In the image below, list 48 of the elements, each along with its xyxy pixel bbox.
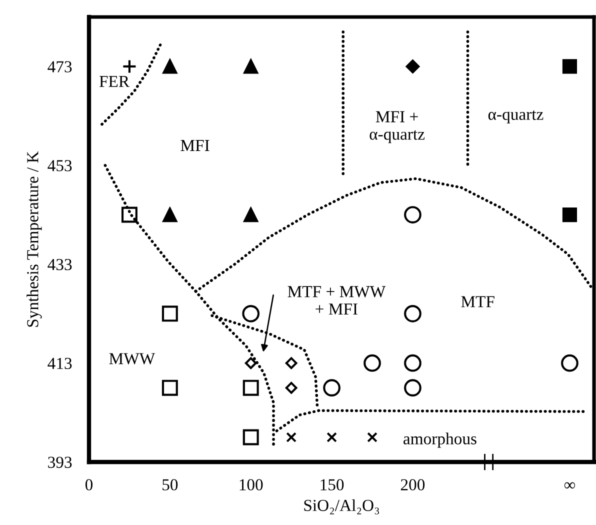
point bbox=[162, 59, 178, 74]
point bbox=[121, 206, 138, 223]
y-tick-label: 433 bbox=[48, 258, 72, 270]
point bbox=[367, 432, 378, 442]
point bbox=[244, 59, 258, 74]
point bbox=[242, 304, 260, 322]
point bbox=[404, 379, 422, 397]
point bbox=[242, 380, 259, 396]
point bbox=[562, 207, 578, 222]
annotation: MFI bbox=[180, 140, 210, 151]
y-tick-label: 413 bbox=[48, 358, 72, 370]
point bbox=[244, 357, 257, 370]
point bbox=[162, 207, 178, 222]
point bbox=[242, 429, 259, 446]
annotation: FER bbox=[99, 76, 130, 87]
point bbox=[285, 357, 298, 370]
point bbox=[162, 380, 178, 396]
y-tick-label: 473 bbox=[48, 61, 72, 72]
y-tick-label: 453 bbox=[48, 160, 72, 172]
annotation: MWW bbox=[109, 353, 156, 364]
x-tick-label: 50 bbox=[162, 479, 178, 490]
annotation: α-quartz bbox=[488, 110, 544, 124]
annotation: MTF + MWW + MFI bbox=[288, 286, 386, 315]
point bbox=[326, 432, 337, 442]
annotation: MTF bbox=[461, 296, 494, 308]
point bbox=[285, 382, 298, 394]
y-axis-title: Synthesis Temperature / K bbox=[26, 151, 42, 327]
x-tick-label: 100 bbox=[240, 479, 263, 490]
x-axis-title: SiO₂/Al₂O₃ bbox=[304, 499, 380, 514]
annotation: MFI + α-quartz bbox=[370, 111, 425, 144]
point bbox=[404, 206, 422, 224]
point bbox=[404, 354, 422, 372]
point bbox=[286, 432, 297, 442]
point bbox=[162, 306, 178, 322]
point bbox=[364, 354, 381, 372]
y-tick-label: 393 bbox=[48, 456, 72, 468]
x-tick-label: 0 bbox=[85, 479, 93, 490]
point bbox=[561, 354, 578, 372]
point bbox=[404, 304, 422, 322]
x-tick-label: 200 bbox=[400, 479, 425, 490]
x-tick-label: 150 bbox=[320, 479, 344, 490]
point bbox=[122, 59, 137, 74]
point bbox=[244, 207, 258, 222]
point bbox=[562, 59, 578, 74]
x-tick-label: ∞ bbox=[564, 482, 576, 489]
annotation: amorphous bbox=[404, 432, 476, 448]
point bbox=[406, 60, 420, 74]
point bbox=[323, 379, 340, 397]
